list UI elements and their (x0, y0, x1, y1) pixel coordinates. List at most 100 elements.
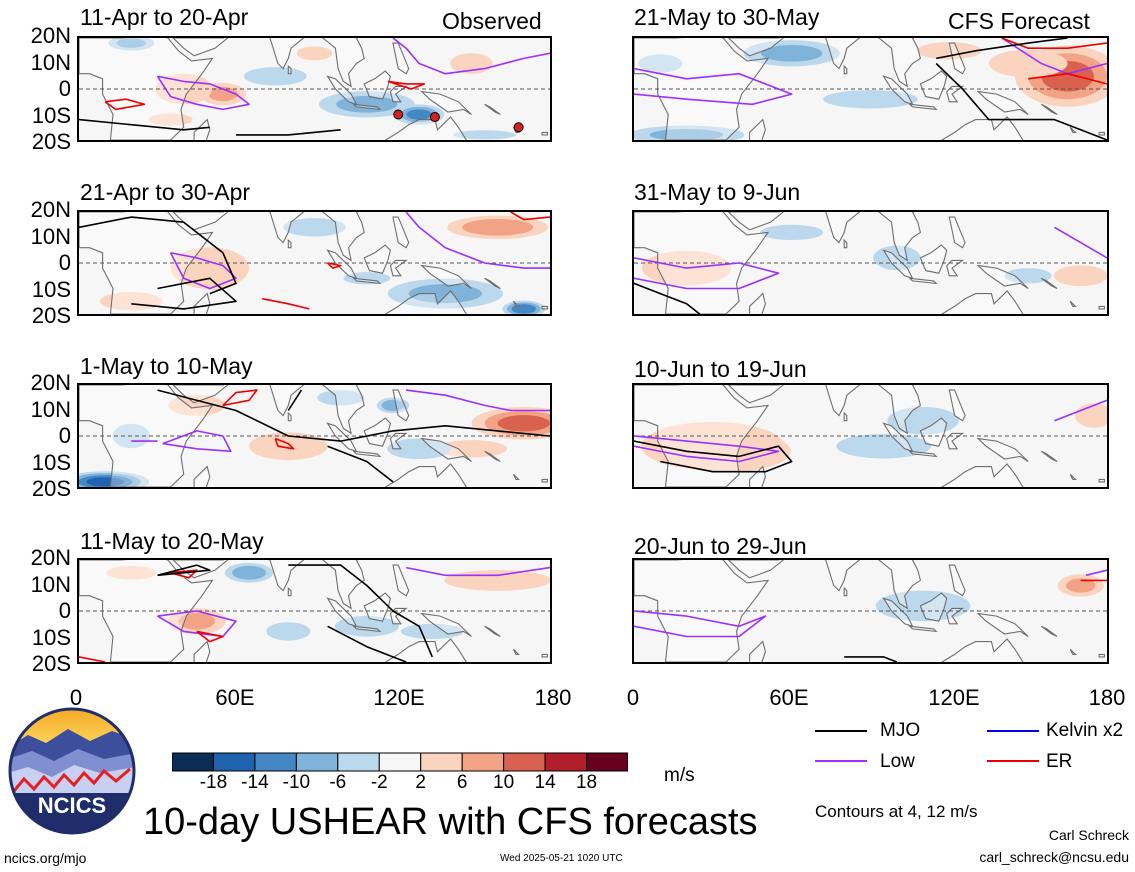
coastline (363, 417, 392, 447)
y-tick-row1-4: 20S (31, 129, 71, 154)
shear-anomaly-blob (208, 86, 238, 102)
mjo-contour (935, 62, 1107, 140)
shear-anomaly-blob (760, 224, 824, 241)
coastline (384, 116, 468, 140)
shear-anomaly-blob (406, 109, 432, 120)
coastline (512, 300, 520, 307)
low-contour (1001, 38, 1107, 75)
panel-title-2: 21-Apr to 30-Apr (80, 179, 251, 205)
colorbar-label: -2 (370, 772, 388, 793)
er-contour (274, 437, 295, 450)
coastline (976, 437, 1029, 462)
colorbar-label: 10 (493, 772, 515, 793)
coastline (824, 212, 861, 244)
coastline (484, 103, 501, 115)
mjo-contour (288, 564, 434, 658)
shear-anomaly-blob (232, 565, 267, 580)
observed-header: Observed (442, 8, 542, 34)
coastline (919, 417, 948, 447)
email: carl_schreck@ncsu.edu (979, 849, 1129, 865)
coastline (392, 564, 410, 597)
shear-anomaly-blob (638, 54, 683, 73)
x-tick-left-180: 180 (534, 685, 572, 710)
website: ncics.org/mjo (4, 850, 87, 866)
shear-anomaly-blob (462, 218, 534, 236)
mjo-contour (79, 216, 237, 295)
colorbar-swatch (212, 752, 256, 772)
low-contour (157, 610, 237, 638)
low-contour (405, 566, 550, 577)
panel-title-6: 31-May to 9-Jun (634, 179, 801, 205)
colorbar-label: 6 (456, 772, 468, 793)
coastline (392, 42, 410, 75)
main-title: 10-day USHEAR with CFS forecasts (143, 801, 758, 843)
er-contour (196, 630, 224, 643)
coastline (484, 450, 501, 462)
coastline (843, 411, 848, 422)
er-contour (387, 80, 426, 90)
colorbar-label: -18 (199, 772, 228, 793)
shear-anomaly-blob (86, 477, 125, 487)
coastline (1040, 103, 1058, 115)
coastline (352, 625, 382, 633)
legend-low: Low (880, 751, 915, 772)
coastline (384, 290, 468, 314)
coastline (392, 389, 410, 422)
coastline (512, 473, 520, 480)
legend-mjo: MJO (880, 720, 921, 741)
panel-title-8: 20-Jun to 29-Jun (634, 533, 807, 559)
y-tick-row4-4: 20S (31, 651, 71, 676)
coastline (1098, 653, 1105, 658)
coastline (843, 238, 848, 249)
coastline (541, 478, 548, 483)
coastline (287, 238, 292, 249)
colorbar-swatch (420, 752, 463, 772)
colorbar-swatch (544, 752, 588, 772)
panel-title-3: 1-May to 10-May (80, 353, 253, 379)
shear-anomaly-blob (168, 394, 226, 416)
coastline (908, 625, 938, 633)
y-tick-row3-1: 10N (30, 396, 71, 422)
shear-anomaly-blob (116, 38, 146, 48)
coastline (172, 385, 229, 404)
low-contour (162, 430, 232, 453)
coastline (824, 38, 861, 70)
coastline (268, 38, 305, 70)
coastline (193, 118, 211, 140)
y-tick-row4-1: 10N (30, 571, 71, 597)
low-contour (634, 435, 780, 463)
contour-note: Contours at 4, 12 m/s (815, 802, 978, 821)
y-tick-row2-1: 10N (30, 223, 71, 249)
legend-kelvin: Kelvin x2 (1046, 720, 1124, 741)
y-tick-row2-2: 0 (58, 250, 71, 275)
coastline (727, 212, 785, 231)
units-label: m/s (664, 765, 695, 786)
coastline (322, 38, 365, 88)
y-tick-row2-4: 20S (31, 303, 71, 328)
mjo-contour (327, 445, 394, 483)
shear-anomaly-blob (387, 438, 452, 460)
mjo-contour (327, 625, 407, 662)
coastline (940, 463, 1024, 487)
shear-anomaly-blob (444, 569, 550, 591)
y-tick-row1-1: 10N (30, 49, 71, 75)
coastline (322, 560, 365, 610)
map-panel-3 (77, 383, 552, 489)
cyclone-marker-icon (393, 109, 404, 120)
mjo-contour (157, 389, 550, 442)
x-tick-right-60e: 60E (769, 685, 809, 710)
coastline (352, 103, 382, 111)
low-contour (634, 67, 793, 106)
coastline (322, 385, 365, 435)
coastline (948, 564, 966, 597)
coastline (940, 290, 1024, 314)
shear-anomaly-blob (453, 130, 516, 140)
shear-anomaly-blob (155, 73, 212, 105)
coastline (1069, 126, 1077, 133)
forecast-header: CFS Forecast (948, 8, 1090, 34)
shear-anomaly-blob (1053, 265, 1107, 287)
mjo-contour (634, 282, 701, 314)
er-contour (327, 262, 342, 269)
mjo-contour (844, 656, 898, 662)
